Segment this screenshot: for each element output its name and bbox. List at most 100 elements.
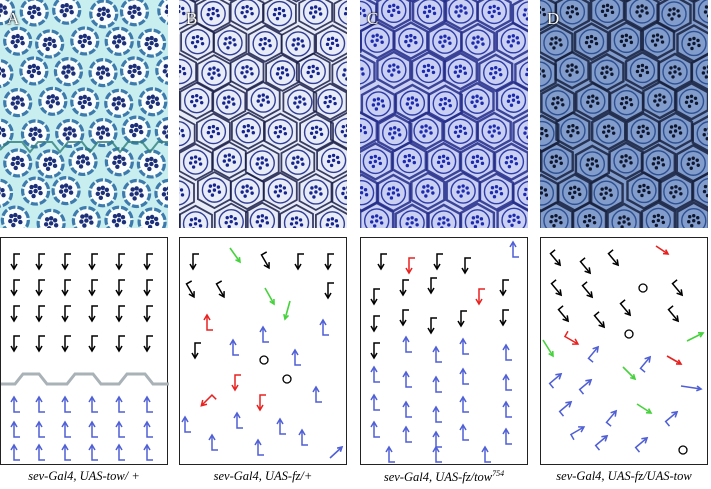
caption-d: sev-Gal4, UAS-fz/UAS-tow [536,469,711,484]
ommatidium-arrow-down [143,279,153,297]
eye-section-image-b [179,0,347,228]
ommatidium-cell [608,141,644,181]
ommatidium-cell [331,56,347,92]
straight-arrow [636,403,653,414]
ommatidia-schematic-a [1,253,169,461]
ommatidium-arrow-down [88,279,98,297]
ommatidium-arrow-up [115,420,125,438]
ommatidium-cell [263,171,298,210]
straight-arrow [666,355,683,365]
ommatidium-arrow-rotated [664,410,679,427]
photo-panel-a: A [0,0,168,228]
ommatidium-cell [460,22,496,62]
ommatidium-cell [3,87,33,118]
ommatidium-arrow-down [370,315,380,333]
ommatidium-arrow-down [10,335,20,353]
ommatidium-cell [213,202,249,228]
ommatidium-arrow-down [427,317,437,335]
ommatidium-arrow-down [399,309,409,327]
ommatidium-cell [265,53,300,92]
ommatidium-cell [410,171,446,211]
symmetric-ommatidium-circle [638,283,648,293]
ommatidium-arrow-rotated [215,280,225,299]
ommatidia-schematic-b [181,247,344,459]
ommatidium-arrow-down [324,253,334,271]
symmetric-ommatidium-circle [282,374,292,384]
ommatidium-cell [554,50,590,90]
ommatidium-arrow-down [10,253,20,271]
ommatidium-arrow-up [432,345,442,363]
straight-arrow [686,332,705,342]
ommatidium-cell [3,26,33,56]
ommatidium-cell [459,202,496,228]
ommatidium-cell [690,52,708,92]
ommatidium-arrow-up [10,395,20,413]
ommatidium-arrow-up [61,443,71,461]
ommatidium-arrow-rotated [581,281,594,299]
ommatidium-cell [442,111,479,151]
ommatidium-arrow-rotated [667,305,680,323]
ommatidium-cell [245,201,280,228]
ommatidium-arrow-down [457,310,467,328]
ommatidium-cell [295,52,331,91]
ommatidium-arrow-up [370,420,380,438]
ommatidium-cell [20,176,51,206]
ommatidium-cell [104,26,134,56]
ommatidium-cell [104,205,134,228]
ommatidium-arrow-rotated [185,280,195,299]
ommatidium-arrow-down [256,394,266,412]
ommatidium-cell [247,24,283,63]
ommatidium-cell [329,111,347,150]
ommatidium-cell [589,0,626,30]
panel-label-d: D [547,9,560,28]
ommatidium-cell [676,201,708,228]
panel-label-c: C [367,9,379,28]
ommatidium-arrow-up [88,443,98,461]
ommatidium-cell [231,111,266,150]
ommatidium-cell [571,201,608,228]
schematic-panel-b [179,237,347,465]
ommatidium-arrow-up [291,348,301,366]
ommatidium-arrow-rotated [587,345,600,363]
ommatidium-arrow-down [231,374,241,392]
ommatidium-cell [410,51,447,90]
caption-c-text: sev-Gal4, UAS-fz/tow [383,470,493,485]
ommatidium-arrow-down [475,288,485,306]
ommatidium-cell [445,171,481,211]
ommatidium-cell [19,0,49,27]
ommatidium-cell [312,82,347,121]
ommatidium-arrow-up [61,420,71,438]
ommatidium-cell [425,141,462,181]
caption-d-text: sev-Gal4, UAS-fz/UAS-tow [556,469,692,483]
ommatidium-arrow-down [115,253,125,271]
symmetric-ommatidium-circle [259,355,269,365]
ommatidium-cell [179,52,198,91]
ommatidium-arrow-rotated [634,436,649,453]
ommatidium-arrow-up [88,395,98,413]
ommatidium-arrow-up [502,373,512,391]
ommatidium-arrow-up [312,385,322,403]
ommatidium-cell [0,205,30,228]
ommatidium-arrow-up [402,400,412,418]
straight-arrow [622,366,637,381]
ommatidium-cell [179,174,195,212]
ommatidium-cell [298,0,334,32]
ommatidium-cell [314,204,347,228]
ommatidium-cell [591,111,627,151]
ommatidium-arrow-rotated [549,249,562,267]
ommatidium-cell [495,21,528,61]
ommatidium-arrow-up [10,420,20,438]
ommatidium-arrow-up [143,420,153,438]
ommatidium-arrow-down [143,335,153,353]
ommatidium-cell [71,205,101,228]
ommatidium-cell [229,0,265,31]
ommatidium-arrow-up [254,438,264,456]
ommatidium-arrow-down [433,253,443,271]
ommatidium-cell [88,178,118,208]
ommatidium-cell [70,26,100,56]
ommatidium-cell [476,0,512,31]
ommatidium-arrow-up [370,393,380,411]
ommatidium-arrow-down [143,305,153,323]
ommatidium-arrow-up [61,395,71,413]
ommatidium-cell [639,20,676,60]
